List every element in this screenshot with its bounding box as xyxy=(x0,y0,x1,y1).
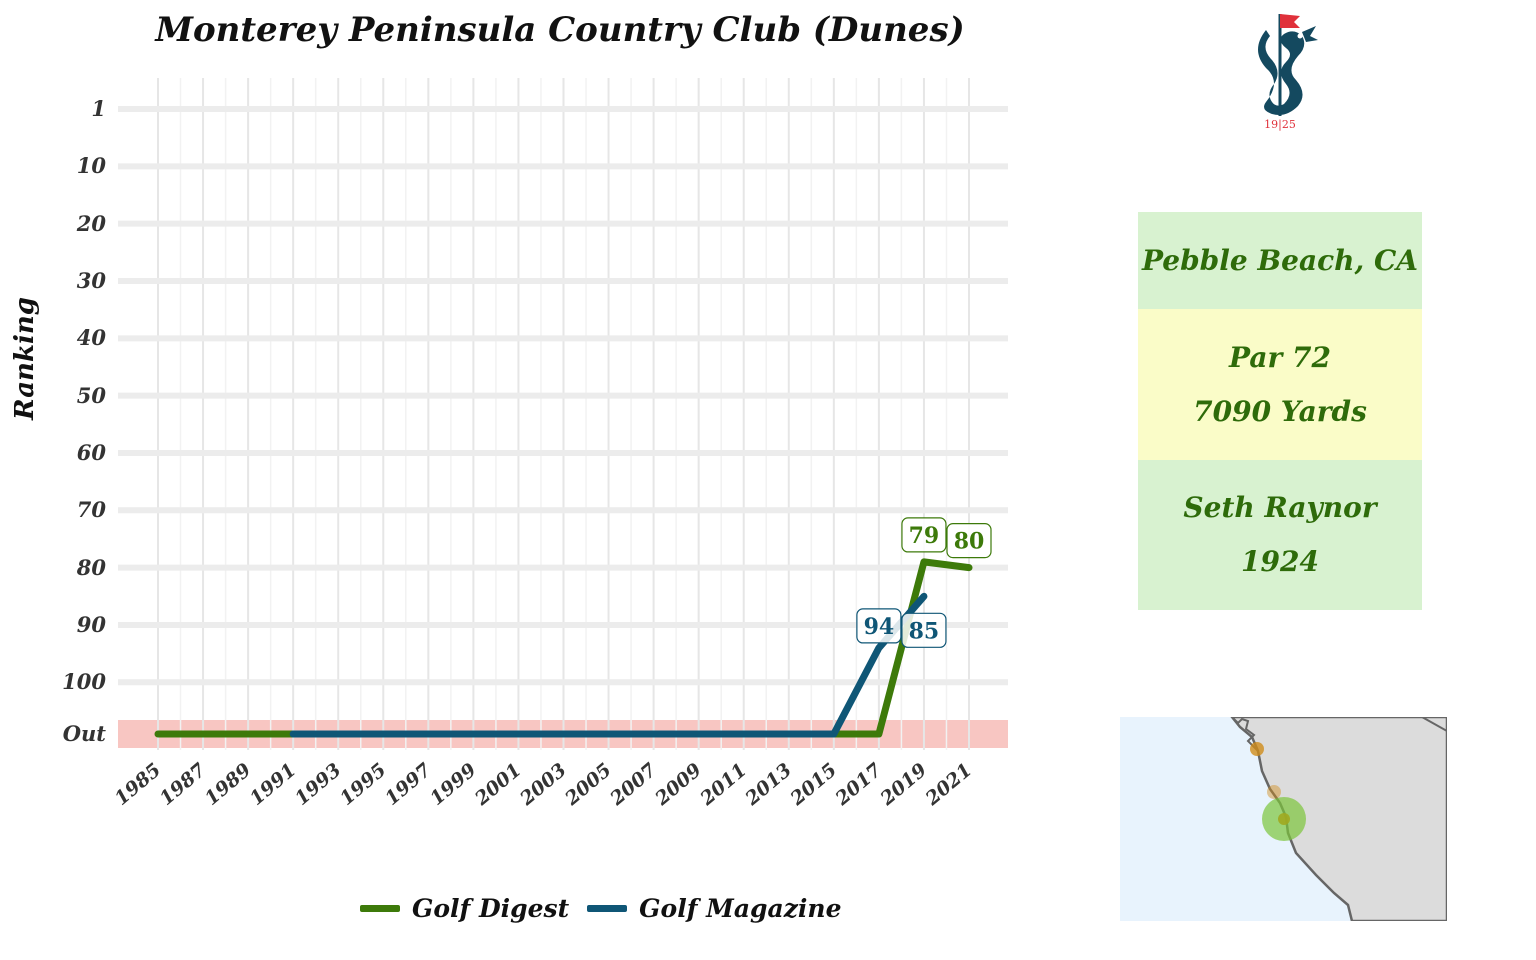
x-tick-label: 1993 xyxy=(291,759,346,810)
map-border xyxy=(1421,717,1447,732)
legend-swatch-golf-magazine xyxy=(587,904,628,912)
legend-label-golf-digest: Golf Digest xyxy=(412,893,570,923)
x-tick-label: 1985 xyxy=(111,759,166,810)
x-tick-label: 2019 xyxy=(876,759,931,810)
y-tick-label: 10 xyxy=(76,153,106,179)
map-course-marker xyxy=(1278,813,1290,825)
data-label: 79 xyxy=(901,517,947,553)
club-logo-icon: 19|25 xyxy=(1258,14,1318,132)
architect-text: Seth Raynor xyxy=(1183,491,1377,524)
data-label-text: 80 xyxy=(954,529,985,555)
data-label: 85 xyxy=(901,612,947,648)
data-label-text: 85 xyxy=(909,618,940,644)
architect-box: Seth Raynor 1924 xyxy=(1138,460,1422,610)
data-label-box xyxy=(856,608,902,644)
x-tick-label: 2011 xyxy=(696,759,751,810)
legend-label-golf-magazine: Golf Magazine xyxy=(639,893,842,923)
map-marker xyxy=(1250,742,1264,756)
y-tick-label: 80 xyxy=(76,554,106,580)
chart-title: Monterey Peninsula Country Club (Dunes) xyxy=(155,10,965,50)
y-tick-label: 60 xyxy=(76,439,106,465)
x-tick-label: 2007 xyxy=(605,759,660,810)
data-label-text: 94 xyxy=(864,614,895,640)
x-tick-label: 2009 xyxy=(650,759,705,810)
location-map xyxy=(1120,717,1447,921)
map-bay-outline xyxy=(1231,717,1259,752)
data-label-box xyxy=(946,523,992,559)
x-tick-label: 2015 xyxy=(786,759,841,810)
data-label: 80 xyxy=(946,523,992,559)
legend-swatch-golf-digest xyxy=(360,904,400,912)
x-tick-label: 2001 xyxy=(470,759,525,810)
y-tick-label: Out xyxy=(62,721,106,746)
y-tick-label: 90 xyxy=(76,611,106,637)
par-yardage-box: Par 72 7090 Yards xyxy=(1138,309,1422,460)
x-tick-label: 1999 xyxy=(426,759,481,810)
map-marker xyxy=(1267,785,1281,799)
y-tick-label: 40 xyxy=(76,325,106,351)
yardage-text: 7090 Yards xyxy=(1193,394,1367,428)
x-tick-label: 1987 xyxy=(156,759,211,810)
year-built-text: 1924 xyxy=(1241,545,1319,578)
data-label-box xyxy=(901,612,947,648)
location-box: Pebble Beach, CA xyxy=(1138,212,1422,309)
data-label-box xyxy=(901,517,947,553)
x-tick-label: 2017 xyxy=(831,759,886,810)
x-tick-label: 2021 xyxy=(921,759,976,810)
x-tick-label: 1989 xyxy=(201,759,256,810)
data-label-text: 79 xyxy=(909,523,940,549)
x-tick-label: 2013 xyxy=(741,759,796,810)
logo-year-text: 19|25 xyxy=(1264,118,1296,132)
y-tick-label: 50 xyxy=(76,382,106,408)
x-tick-label: 1997 xyxy=(381,759,436,810)
course-info-panel: Pebble Beach, CA Par 72 7090 Yards Seth … xyxy=(1138,212,1422,610)
plot-area: 1985198719891991199319951997199920012003… xyxy=(111,78,1008,810)
location-text: Pebble Beach, CA xyxy=(1141,243,1418,277)
x-tick-label: 2005 xyxy=(560,759,615,810)
legend-item-golf-digest: Golf Digest xyxy=(360,894,569,923)
y-tick-label: 20 xyxy=(76,210,106,236)
y-tick-label: 70 xyxy=(76,497,106,523)
x-tick-label: 1995 xyxy=(336,759,391,810)
x-tick-label: 2003 xyxy=(515,759,570,810)
y-tick-label: 30 xyxy=(76,267,106,293)
y-tick-label: 1 xyxy=(91,96,106,121)
data-label: 94 xyxy=(856,608,902,644)
legend: Golf Digest Golf Magazine xyxy=(360,888,841,928)
x-tick-label: 1991 xyxy=(246,759,301,810)
par-text: Par 72 xyxy=(1229,340,1331,374)
y-tick-label: 100 xyxy=(62,669,106,695)
legend-item-golf-magazine: Golf Magazine xyxy=(587,894,841,923)
